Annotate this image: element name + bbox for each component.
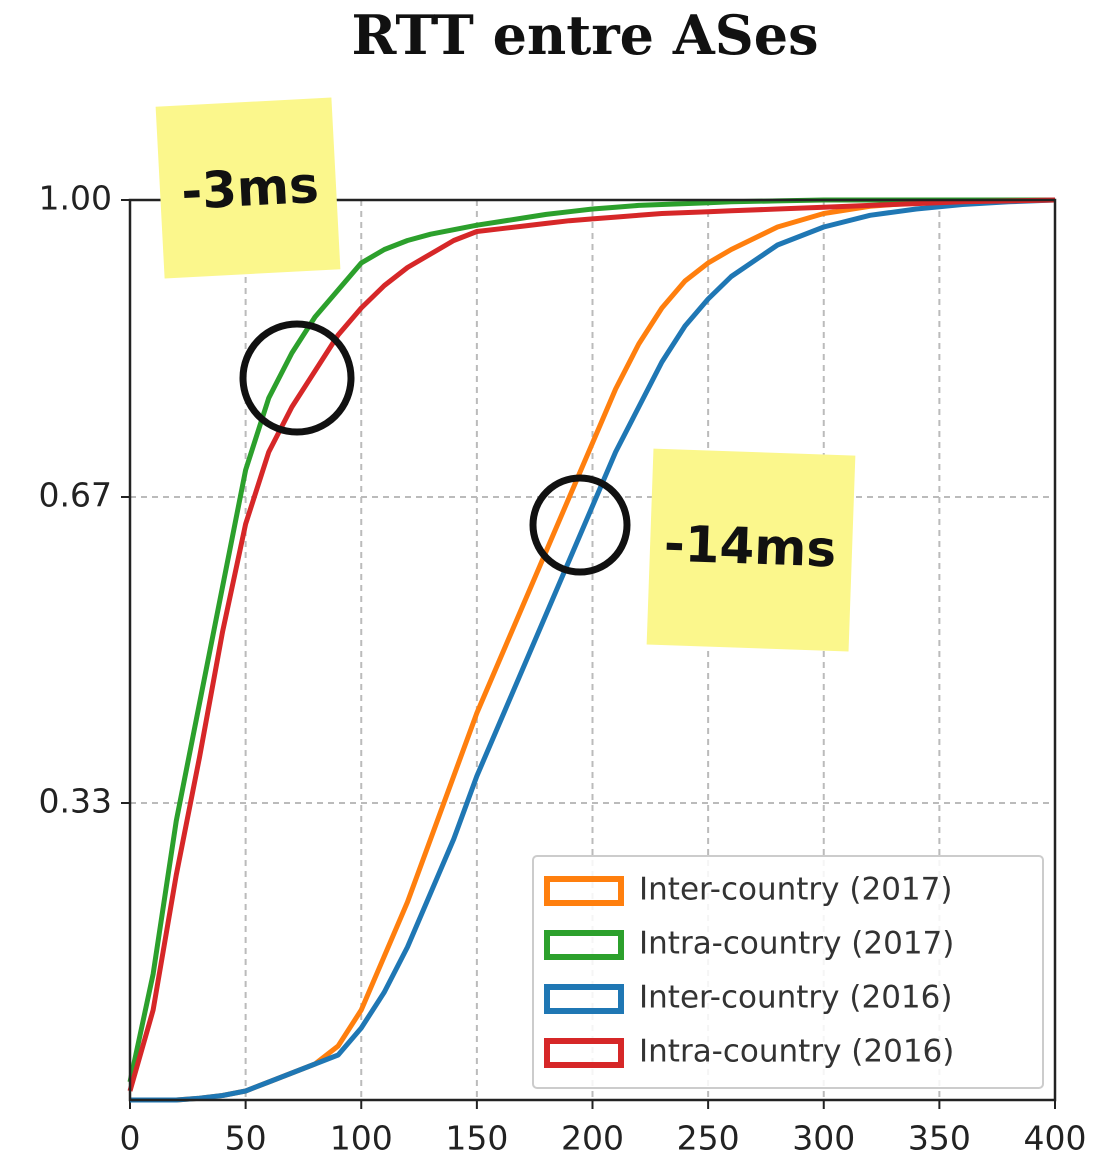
legend-label: Intra-country (2017)	[639, 926, 954, 962]
x-tick-label: 250	[677, 1119, 740, 1158]
legend-label: Inter-country (2016)	[639, 980, 952, 1016]
x-tick-label: 400	[1024, 1119, 1087, 1158]
legend-swatch	[544, 1038, 624, 1068]
x-tick-label: 350	[908, 1119, 971, 1158]
legend-swatch	[544, 876, 624, 906]
legend-label: Inter-country (2017)	[639, 872, 952, 908]
x-tick-label: 0	[120, 1119, 141, 1158]
y-tick-label: 0.67	[39, 476, 112, 515]
note-paper	[155, 97, 341, 279]
y-tick-label: 1.00	[39, 179, 112, 218]
legend-label: Intra-country (2016)	[639, 1034, 954, 1070]
sticky-note: -3ms	[155, 97, 341, 279]
plot-frame	[128, 198, 1057, 1102]
x-tick-label: 50	[225, 1119, 267, 1158]
series-line	[130, 197, 1056, 1103]
x-tick-label: 200	[561, 1119, 624, 1158]
highlight-circle	[529, 474, 631, 576]
x-tick-label: 300	[792, 1119, 855, 1158]
legend-swatch	[544, 930, 624, 960]
note-paper	[646, 448, 856, 652]
plot-area: 1.00 0.67 0.33 0 50 100 150 200 250 300 350 400 Inte…	[39, 179, 1087, 1158]
sticky-note: -14ms	[646, 448, 856, 652]
annotation: -3ms	[180, 156, 320, 221]
highlight-circle	[239, 320, 355, 436]
series-line	[127, 197, 1056, 1092]
annotation: -14ms	[663, 515, 837, 579]
x-tick-label: 150	[445, 1119, 508, 1158]
legend-box	[532, 855, 1044, 1089]
chart-title: RTT entre ASes	[352, 3, 819, 67]
y-tick-label: 0.33	[39, 782, 112, 821]
legend: Inter-country (2017) Intra-country (2017)…	[532, 855, 1044, 1089]
x-tick-label: 100	[330, 1119, 393, 1158]
legend-swatch	[544, 984, 624, 1014]
